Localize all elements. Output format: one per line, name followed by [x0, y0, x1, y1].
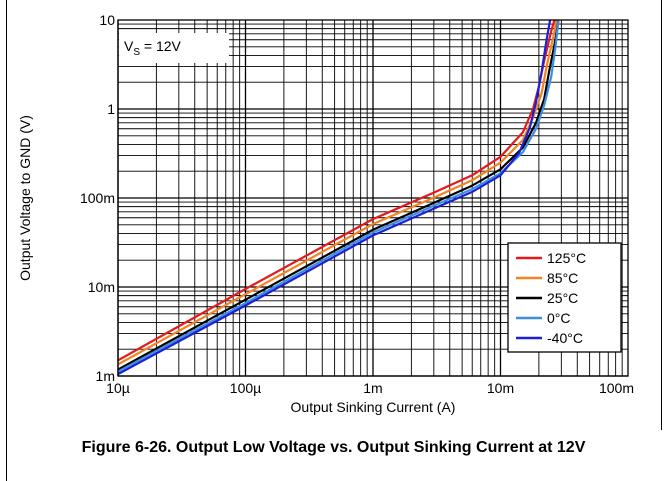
y-tick-label: 100m	[80, 190, 115, 206]
plot-frame	[117, 19, 629, 377]
y-tick-label: 10m	[88, 279, 115, 295]
legend-label: 0°C	[547, 310, 571, 326]
sinking-current-chart: 10µ 100µ 1m 10m 100m 1m 10m 100m 1 10 VS = 12V 12…	[17, 12, 634, 415]
legend-label: 85°C	[547, 270, 578, 286]
y-tick-label: 1m	[96, 368, 115, 384]
x-tick-label: 100µ	[230, 380, 261, 396]
legend-label: -40°C	[547, 330, 583, 346]
y-tick-label: 10	[99, 12, 115, 28]
y-tick-label: 1	[107, 101, 115, 117]
y-axis-label: Output Voltage to GND (V)	[17, 115, 33, 281]
page-frame-right	[661, 0, 662, 430]
legend-label: 25°C	[547, 290, 578, 306]
x-tick-label: 100m	[599, 380, 634, 396]
legend-label: 125°C	[547, 250, 586, 266]
series-line	[117, 19, 556, 362]
page-frame-left	[6, 0, 7, 481]
grid	[117, 20, 628, 377]
tick-labels: 10µ 100µ 1m 10m 100m 1m 10m 100m 1 10	[80, 12, 634, 396]
series-lines	[117, 19, 560, 376]
legend: 125°C 85°C 25°C 0°C -40°C	[507, 242, 622, 353]
x-tick-label: 10m	[487, 380, 514, 396]
x-tick-label: 10µ	[106, 380, 130, 396]
series-line	[117, 19, 560, 373]
figure-caption: Figure 6-26. Output Low Voltage vs. Outp…	[81, 439, 586, 456]
x-axis-label: Output Sinking Current (A)	[291, 399, 456, 415]
series-line	[117, 19, 552, 376]
series-line	[117, 19, 560, 371]
supply-voltage-annotation: VS = 12V	[119, 33, 229, 63]
series-line	[117, 19, 558, 366]
annotation-text: VS = 12V	[124, 38, 182, 58]
x-tick-label: 1m	[363, 380, 382, 396]
